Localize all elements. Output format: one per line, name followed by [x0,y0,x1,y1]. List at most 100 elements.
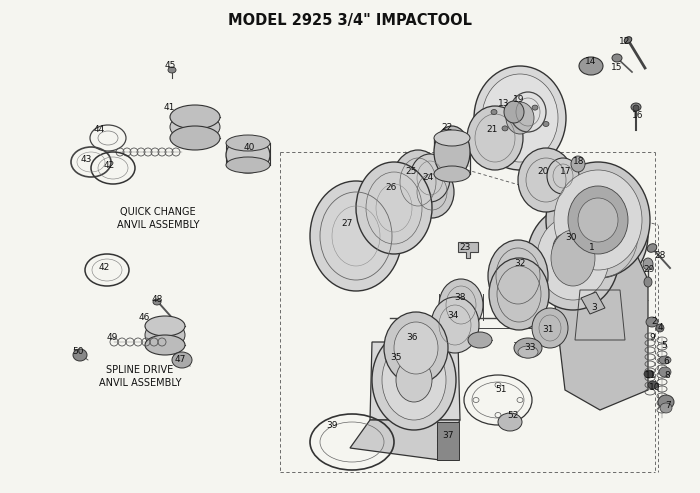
Ellipse shape [482,74,558,162]
Text: 18: 18 [573,157,584,167]
Ellipse shape [537,216,609,300]
Text: 50: 50 [72,348,84,356]
Ellipse shape [145,321,185,349]
Text: ANVIL ASSEMBLY: ANVIL ASSEMBLY [99,378,181,388]
Ellipse shape [410,166,454,218]
Ellipse shape [392,150,444,214]
Ellipse shape [489,258,549,330]
Text: 20: 20 [538,168,549,176]
Ellipse shape [145,316,185,336]
Ellipse shape [643,258,653,270]
Text: 47: 47 [174,355,186,364]
Text: 52: 52 [508,411,519,420]
Ellipse shape [659,367,671,377]
Ellipse shape [571,156,585,172]
Text: 43: 43 [80,155,92,165]
Polygon shape [458,242,478,258]
Text: 21: 21 [486,126,498,135]
Ellipse shape [506,102,534,134]
Ellipse shape [656,324,664,332]
Text: 46: 46 [139,314,150,322]
Ellipse shape [467,106,523,170]
Ellipse shape [553,234,577,262]
Ellipse shape [498,413,522,431]
Polygon shape [581,292,605,314]
Ellipse shape [168,67,176,73]
Text: 25: 25 [405,168,416,176]
Text: 31: 31 [542,325,554,334]
Ellipse shape [226,137,270,173]
Text: 40: 40 [244,143,255,152]
Text: 6: 6 [663,357,669,366]
Ellipse shape [153,299,161,305]
Text: 49: 49 [106,333,118,343]
Ellipse shape [579,57,603,75]
Text: 24: 24 [422,173,433,181]
Text: 7: 7 [665,400,671,410]
Bar [437,422,459,460]
Text: 4: 4 [657,322,663,331]
Ellipse shape [612,54,622,62]
Text: 35: 35 [391,353,402,362]
Ellipse shape [644,370,654,378]
Text: QUICK CHANGE: QUICK CHANGE [120,207,196,217]
Text: 23: 23 [459,243,470,251]
Ellipse shape [624,36,632,43]
Text: 16: 16 [632,110,644,119]
Text: 32: 32 [514,259,526,269]
Text: 28: 28 [654,250,666,259]
Text: 48: 48 [151,295,162,305]
Ellipse shape [578,198,618,242]
Text: 37: 37 [442,430,454,439]
Ellipse shape [518,346,538,358]
Text: 34: 34 [447,312,458,320]
Text: 27: 27 [342,219,353,228]
Text: 42: 42 [99,262,110,272]
Text: 8: 8 [664,371,670,380]
Text: 11: 11 [645,371,657,380]
Ellipse shape [434,130,470,146]
Ellipse shape [646,317,658,327]
Text: 29: 29 [643,266,655,275]
Text: 39: 39 [326,421,337,429]
Ellipse shape [356,162,432,254]
Text: 17: 17 [560,168,572,176]
Ellipse shape [502,126,508,131]
Text: 9: 9 [649,332,655,342]
Text: 10: 10 [650,384,661,392]
Text: 36: 36 [406,333,418,343]
Ellipse shape [514,338,542,358]
Ellipse shape [468,332,492,348]
Text: 30: 30 [566,234,577,243]
Ellipse shape [310,181,402,291]
Ellipse shape [504,101,524,123]
Ellipse shape [474,66,566,170]
Ellipse shape [648,244,657,252]
Ellipse shape [170,105,220,129]
Text: 13: 13 [498,99,510,107]
Text: SPLINE DRIVE: SPLINE DRIVE [106,365,174,375]
Ellipse shape [73,349,87,361]
Text: 45: 45 [164,61,176,70]
Ellipse shape [551,230,595,286]
Text: 51: 51 [496,386,507,394]
Ellipse shape [546,162,650,278]
Text: 44: 44 [93,126,104,135]
Ellipse shape [532,105,538,110]
Ellipse shape [145,335,185,355]
Text: 2: 2 [651,317,657,326]
Text: 15: 15 [611,64,623,72]
Text: 19: 19 [513,96,525,105]
Ellipse shape [547,158,579,194]
Ellipse shape [659,356,671,364]
Polygon shape [370,342,460,420]
Ellipse shape [170,126,220,150]
Text: 3: 3 [591,304,597,313]
Text: 42: 42 [104,161,115,170]
Ellipse shape [518,148,574,212]
Ellipse shape [394,322,438,374]
Text: 5: 5 [661,341,667,350]
Ellipse shape [543,121,549,127]
Ellipse shape [631,103,641,111]
Ellipse shape [554,170,642,270]
